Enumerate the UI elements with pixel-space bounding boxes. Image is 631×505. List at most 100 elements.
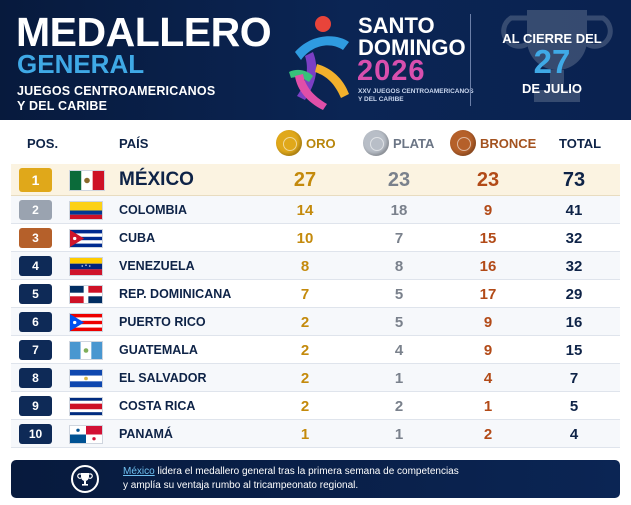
silver-count: 7	[394, 229, 404, 247]
panama-flag-icon	[69, 425, 103, 444]
mexico-link[interactable]: México	[123, 466, 155, 477]
bronze-count: 23	[476, 168, 500, 191]
gold-count: 7	[300, 285, 310, 303]
rank-badge: 7	[19, 340, 52, 360]
rank-badge: 2	[19, 200, 52, 220]
rank-badge: 5	[19, 284, 52, 304]
country-name: CUBA	[119, 231, 156, 245]
table-row: 1 MÉXICO 27 23 23 73	[11, 164, 620, 196]
rank-badge: 8	[19, 368, 52, 388]
cierre-label: AL CIERRE DEL	[502, 31, 602, 46]
rank-badge: 10	[19, 424, 52, 444]
rank-badge: 6	[19, 312, 52, 332]
bronze-count: 15	[479, 229, 497, 247]
footer-text: México lidera el medallero general tras …	[123, 465, 593, 493]
gold-count: 10	[296, 229, 314, 247]
col-header-pais: PAÍS	[119, 135, 149, 151]
footer-text-2: y amplía su ventaja rumbo al tricampeona…	[123, 480, 359, 491]
gold-count: 2	[300, 313, 310, 331]
country-name: PANAMÁ	[119, 427, 173, 441]
table-row: 2 COLOMBIA 14 18 9 41	[11, 196, 620, 224]
total-count: 7	[569, 369, 579, 387]
col-header-plata: PLATA	[363, 122, 434, 164]
trophy-icon	[71, 465, 99, 493]
gold-count: 2	[300, 369, 310, 387]
table-row: 7 GUATEMALA 2 4 9 15	[11, 336, 620, 364]
bronze-count: 1	[483, 397, 493, 415]
country-name: GUATEMALA	[119, 343, 198, 357]
bronze-count: 9	[483, 313, 493, 331]
country-name: PUERTO RICO	[119, 315, 206, 329]
total-count: 4	[569, 425, 579, 443]
table-row: 4 VENEZUELA 8 8 16 32	[11, 252, 620, 280]
gold-count: 2	[300, 397, 310, 415]
bronze-count: 2	[483, 425, 493, 443]
total-count: 29	[565, 285, 583, 303]
col-header-oro: ORO	[276, 122, 336, 164]
dominican-republic-flag-icon	[69, 285, 103, 304]
games-name-line-2: Y DEL CARIBE	[17, 99, 108, 113]
event-small-line-1: XXV JUEGOS CENTROAMERICANOS	[358, 88, 474, 95]
total-count: 32	[565, 229, 583, 247]
gold-count: 1	[300, 425, 310, 443]
cierre-day: 27	[533, 43, 571, 80]
col-header-plata-label: PLATA	[393, 135, 435, 151]
col-header-total: TOTAL	[559, 135, 602, 151]
silver-count: 23	[387, 168, 411, 191]
header-banner: MEDALLERO GENERAL JUEGOS CENTROAMERICANO…	[0, 0, 631, 120]
silver-count: 5	[394, 313, 404, 331]
table-body: 1 MÉXICO 27 23 23 73 2 COLOMBIA 14 18 9 …	[11, 164, 620, 448]
trophy-icon	[501, 10, 613, 102]
gold-medal-icon	[276, 130, 302, 156]
silver-medal-icon	[363, 130, 389, 156]
footer-banner: México lidera el medallero general tras …	[11, 460, 620, 498]
country-name: MÉXICO	[119, 169, 194, 190]
cuba-flag-icon	[69, 229, 103, 248]
santo-domingo-logo	[289, 16, 349, 110]
rank-badge: 9	[19, 396, 52, 416]
puerto-rico-flag-icon	[69, 313, 103, 332]
costa-rica-flag-icon	[69, 397, 103, 416]
venezuela-flag-icon	[69, 257, 103, 276]
silver-count: 2	[394, 397, 404, 415]
gold-count: 14	[296, 201, 314, 219]
table-header: POS. PAÍS ORO PLATA BRONCE TOTAL	[11, 122, 620, 164]
rank-badge: 4	[19, 256, 52, 276]
total-count: 15	[565, 341, 583, 359]
col-header-pos: POS.	[27, 135, 59, 151]
total-count: 5	[569, 397, 579, 415]
table-row: 5 REP. DOMINICANA 7 5 17 29	[11, 280, 620, 308]
mexico-flag-icon	[69, 170, 105, 191]
bronze-count: 9	[483, 341, 493, 359]
total-count: 32	[565, 257, 583, 275]
games-name-line-1: JUEGOS CENTROAMERICANOS	[17, 84, 216, 98]
table-row: 10 PANAMÁ 1 1 2 4	[11, 420, 620, 448]
country-name: REP. DOMINICANA	[119, 287, 232, 301]
rank-badge: 3	[19, 228, 52, 248]
col-header-bronce-label: BRONCE	[480, 135, 537, 151]
country-name: VENEZUELA	[119, 259, 195, 273]
bronze-count: 16	[479, 257, 497, 275]
page-title: MEDALLERO	[16, 9, 272, 55]
total-count: 73	[562, 168, 586, 191]
col-header-bronce: BRONCE	[450, 122, 536, 164]
silver-count: 8	[394, 257, 404, 275]
table-row: 8 EL SALVADOR 2 1 4 7	[11, 364, 620, 392]
page-subtitle: GENERAL	[17, 49, 145, 79]
total-count: 16	[565, 313, 583, 331]
guatemala-flag-icon	[69, 341, 103, 360]
cierre-month: DE JULIO	[522, 81, 582, 96]
silver-count: 18	[390, 201, 408, 219]
country-name: EL SALVADOR	[119, 371, 207, 385]
gold-count: 27	[293, 168, 317, 191]
country-name: COLOMBIA	[119, 203, 188, 217]
table-row: 6 PUERTO RICO 2 5 9 16	[11, 308, 620, 336]
bronze-count: 17	[479, 285, 497, 303]
silver-count: 1	[394, 425, 404, 443]
medal-table: POS. PAÍS ORO PLATA BRONCE TOTAL 1 MÉXIC…	[11, 122, 620, 448]
event-small-line-2: Y DEL CARIBE	[358, 96, 404, 103]
silver-count: 5	[394, 285, 404, 303]
country-name: COSTA RICA	[119, 399, 196, 413]
footer-text-1: lidera el medallero general tras la prim…	[154, 466, 459, 477]
gold-count: 8	[300, 257, 310, 275]
